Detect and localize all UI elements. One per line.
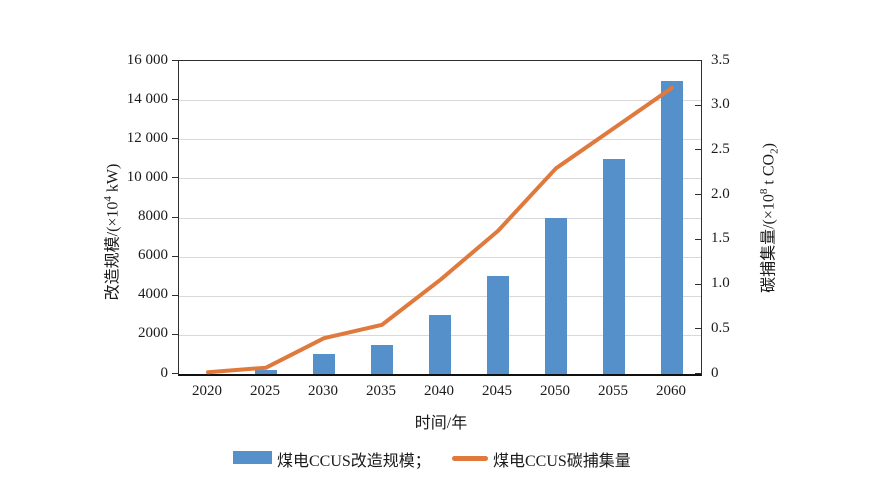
x-axis-tick-label: 2040 bbox=[424, 383, 454, 399]
right-axis-tick-label: 2.0 bbox=[711, 185, 730, 202]
left-axis-tick-label: 6000 bbox=[138, 247, 168, 264]
right-axis-tick-label: 3.0 bbox=[711, 96, 730, 113]
left-axis-tick-label: 12 000 bbox=[126, 129, 168, 146]
left-axis-tick-label: 14 000 bbox=[126, 90, 168, 107]
right-axis-tick-label: 1.0 bbox=[711, 275, 730, 292]
right-axis-title-subscript: 2 bbox=[768, 148, 781, 154]
bar-2050 bbox=[545, 217, 567, 374]
right-axis-tick bbox=[695, 328, 701, 330]
right-axis-tick bbox=[695, 104, 701, 106]
left-axis-tick bbox=[172, 99, 178, 101]
bar-2030 bbox=[313, 354, 335, 374]
left-axis-title-unit: kW) bbox=[104, 163, 122, 197]
legend-bar-swatch bbox=[233, 451, 272, 464]
right-axis-title-exponent: 8 bbox=[758, 188, 770, 195]
gridline bbox=[179, 256, 701, 258]
bar-2040 bbox=[429, 315, 451, 374]
right-axis-title-text: 碳捕集量/(×10 bbox=[760, 194, 778, 293]
right-axis-title-unit: t CO bbox=[760, 153, 778, 189]
left-axis-title-exponent: 4 bbox=[102, 196, 114, 202]
gridline bbox=[179, 139, 701, 141]
left-axis-tick bbox=[172, 333, 178, 335]
line-series bbox=[206, 85, 674, 375]
right-axis-tick bbox=[695, 60, 701, 61]
gridline bbox=[179, 178, 701, 180]
right-axis-tick bbox=[695, 238, 701, 240]
right-axis-tick bbox=[695, 149, 701, 151]
bar-2055 bbox=[603, 158, 625, 374]
x-axis-tick-label: 2020 bbox=[192, 383, 222, 399]
right-axis-tick-label: 1.5 bbox=[711, 230, 730, 247]
left-axis-tick-label: 8000 bbox=[138, 208, 168, 224]
left-axis-tick-label: 10 000 bbox=[126, 168, 168, 185]
x-axis-tick-label: 2045 bbox=[482, 383, 512, 399]
x-axis-tick-label: 2055 bbox=[598, 383, 628, 399]
legend-label-bar-series: 煤电CCUS改造规模； bbox=[277, 453, 431, 470]
legend-label-line-series: 煤电CCUS碳捕集量 bbox=[493, 453, 631, 470]
x-axis-tick-label: 2025 bbox=[250, 383, 280, 399]
bar-2045 bbox=[487, 276, 509, 374]
legend-line-swatch bbox=[452, 456, 488, 461]
gridline bbox=[179, 217, 701, 219]
right-axis-tick bbox=[695, 283, 701, 285]
right-axis-title-close: ) bbox=[760, 143, 778, 149]
left-axis-tick bbox=[172, 294, 178, 296]
x-axis-tick-label: 2050 bbox=[540, 383, 570, 399]
right-axis-title: 碳捕集量/(×108 t CO2) bbox=[754, 78, 781, 358]
plot-area bbox=[178, 60, 702, 376]
bar-2035 bbox=[371, 344, 393, 374]
left-axis-tick-label: 4000 bbox=[138, 286, 168, 303]
line-series-svg bbox=[206, 85, 674, 375]
right-axis-tick-label: 0 bbox=[711, 364, 719, 381]
right-axis-tick-label: 3.5 bbox=[711, 51, 730, 68]
right-axis-tick-label: 0.5 bbox=[711, 319, 730, 336]
left-axis-title: 改造规模/(×104 kW) bbox=[98, 92, 122, 372]
left-axis-tick-label: 2000 bbox=[138, 325, 168, 342]
left-axis-tick bbox=[172, 373, 178, 374]
left-axis-tick bbox=[172, 255, 178, 257]
bar-2025 bbox=[255, 370, 277, 374]
left-axis-tick-label: 0 bbox=[160, 364, 169, 381]
left-axis-tick bbox=[172, 177, 178, 179]
bar-2060 bbox=[661, 80, 683, 374]
left-axis-title-text: 改造规模/(×10 bbox=[104, 201, 122, 301]
left-axis-tick bbox=[172, 216, 178, 218]
x-axis-title: 时间/年 bbox=[414, 415, 468, 432]
right-axis-tick-label: 2.5 bbox=[711, 140, 730, 157]
left-axis-tick-label: 16 000 bbox=[126, 51, 168, 68]
x-axis-tick-label: 2035 bbox=[366, 383, 396, 399]
left-axis-tick bbox=[172, 60, 178, 61]
gridline bbox=[179, 295, 701, 297]
right-axis-tick bbox=[695, 194, 701, 196]
right-axis-tick bbox=[695, 373, 701, 374]
x-axis-tick-label: 2030 bbox=[308, 383, 338, 399]
x-axis-tick-label: 2060 bbox=[656, 383, 686, 399]
left-axis-tick bbox=[172, 138, 178, 140]
gridline bbox=[179, 100, 701, 102]
